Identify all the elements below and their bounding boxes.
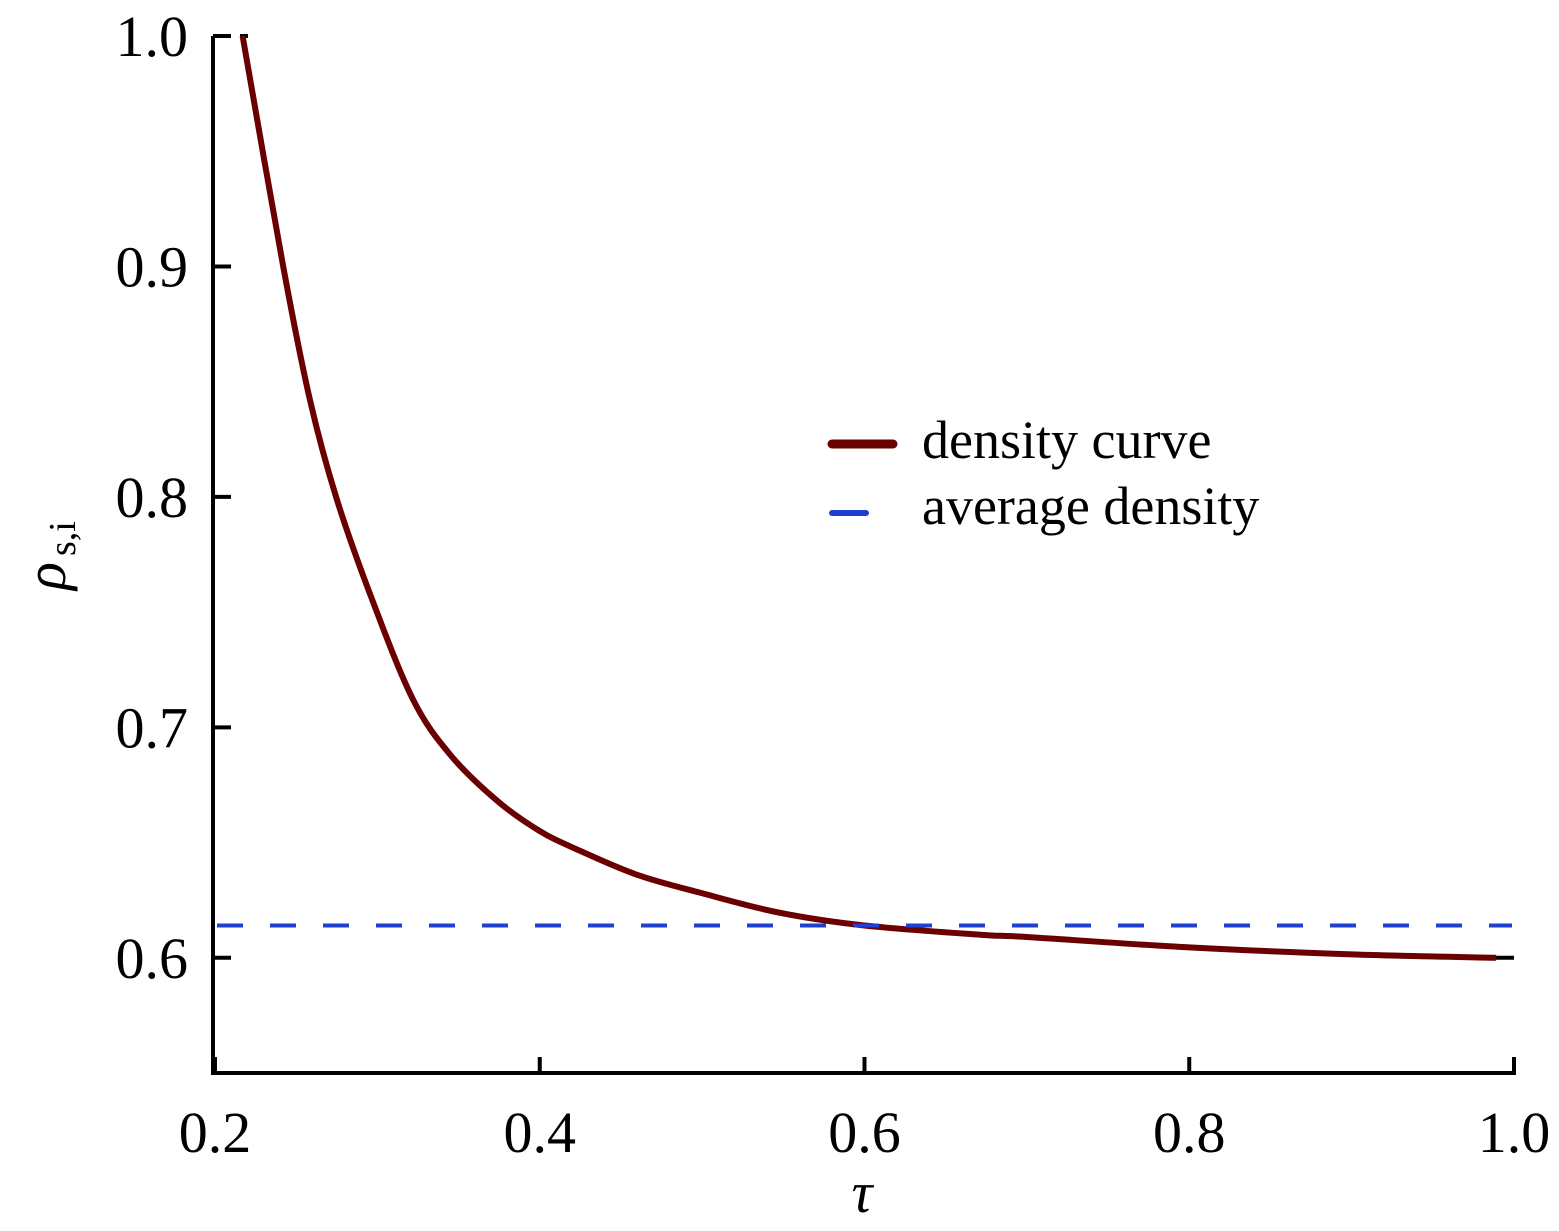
y-ticks: 0.6 0.7 0.8 0.9 1.0 [116, 4, 1514, 991]
x-tick-label: 0.6 [828, 1100, 901, 1165]
x-tick-label: 0.2 [179, 1100, 252, 1165]
x-tick-label: 0.8 [1153, 1100, 1226, 1165]
y-axis-label: ρ s,i [13, 521, 84, 592]
legend: density curve average density [827, 410, 1259, 536]
y-tick-label: 1.0 [116, 4, 189, 69]
y-tick-label: 0.8 [116, 465, 189, 530]
x-axis-label: τ [852, 1160, 875, 1225]
legend-label-average-density: average density [922, 476, 1259, 536]
x-tick-label: 1.0 [1478, 1100, 1551, 1165]
x-tick-label: 0.4 [504, 1100, 577, 1165]
y-axis-label-main: ρ [13, 562, 78, 592]
axes: 0.6 0.7 0.8 0.9 1.0 0.2 0.4 0.6 0.8 1.0 [116, 4, 1551, 1165]
y-tick-label: 0.9 [116, 234, 189, 299]
legend-label-density-curve: density curve [922, 410, 1211, 470]
series-layer [217, 35, 1512, 961]
y-tick-label: 0.7 [116, 695, 189, 760]
series-density-curve [239, 35, 1497, 961]
y-tick-label: 0.6 [116, 926, 189, 991]
x-ticks: 0.2 0.4 0.6 0.8 1.0 [179, 1057, 1551, 1165]
y-axis-label-subscript: s,i [42, 521, 84, 556]
